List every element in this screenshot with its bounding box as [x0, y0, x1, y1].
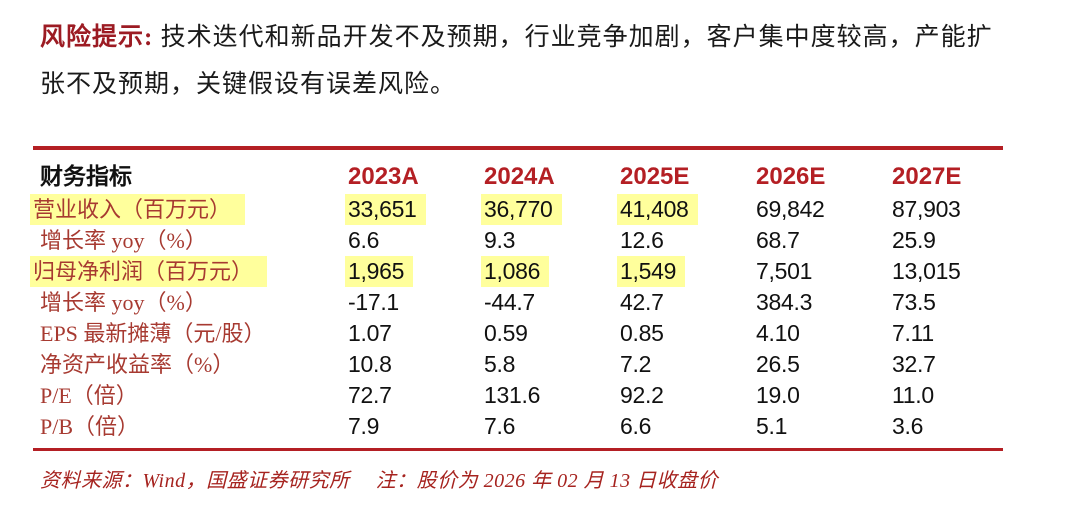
cell-value: 68.7 [756, 227, 800, 253]
cell-value: 41,408 [617, 194, 698, 225]
cell-value: 4.10 [756, 320, 800, 346]
cell-value: 13,015 [892, 258, 961, 284]
cell-value: 7.2 [620, 351, 652, 377]
cell-value: 7.6 [484, 413, 516, 439]
cell-value: 131.6 [484, 382, 541, 408]
cell-value: 7.9 [348, 413, 380, 439]
cell-value: 1,086 [481, 256, 550, 287]
column-header-2026e: 2026E [756, 163, 826, 190]
row-label: 营业收入（百万元） [30, 194, 246, 225]
cell-value: 3.6 [892, 413, 924, 439]
cell-value: 9.3 [484, 227, 516, 253]
cell-value: 12.6 [620, 227, 664, 253]
cell-value: 19.0 [756, 382, 800, 408]
cell-value: 1.07 [348, 320, 392, 346]
table-row-pe: P/E（倍） 72.7 131.6 92.2 19.0 11.0 [33, 380, 1003, 411]
source-note: 资料来源：Wind，国盛证券研究所 注：股价为 2026 年 02 月 13 日收… [40, 464, 1033, 493]
column-header-2023a: 2023A [348, 163, 419, 190]
row-label: P/B（倍） [40, 414, 140, 439]
cell-value: -17.1 [348, 289, 399, 315]
column-header-2025e: 2025E [620, 163, 690, 190]
cell-value: 11.0 [892, 382, 934, 408]
cell-value: 10.8 [348, 351, 392, 377]
row-label: P/E（倍） [40, 383, 138, 408]
cell-value: 26.5 [756, 351, 800, 377]
cell-value: 0.85 [620, 320, 664, 346]
cell-value: 69,842 [756, 196, 825, 222]
cell-value: 33,651 [345, 194, 426, 225]
table-row-revenue: 营业收入（百万元） 33,651 36,770 41,408 69,842 87… [30, 194, 1003, 225]
cell-value: 384.3 [756, 289, 813, 315]
cell-value: 1,549 [617, 256, 686, 287]
price-date-note: 注：股价为 2026 年 02 月 13 日收盘价 [375, 470, 719, 492]
row-label: EPS 最新摊薄（元/股） [40, 321, 266, 346]
cell-value: 92.2 [620, 382, 664, 408]
cell-value: 25.9 [892, 227, 936, 253]
cell-value: -44.7 [484, 289, 535, 315]
cell-value: 6.6 [620, 413, 652, 439]
risk-warning-paragraph: 风险提示: 技术迭代和新品开发不及预期，行业竞争加剧，客户集中度较高，产能扩张不… [40, 14, 995, 108]
cell-value: 72.7 [348, 382, 392, 408]
row-label: 增长率 yoy（%） [40, 228, 207, 253]
cell-value: 32.7 [892, 351, 936, 377]
cell-value: 5.8 [484, 351, 516, 377]
cell-value: 7,501 [756, 258, 813, 284]
cell-value: 42.7 [620, 289, 664, 315]
table-header-metric: 财务指标 [40, 164, 132, 189]
table-row-revenue-growth: 增长率 yoy（%） 6.6 9.3 12.6 68.7 25.9 [33, 225, 1003, 256]
cell-value: 5.1 [756, 413, 788, 439]
data-source-text: 资料来源：Wind，国盛证券研究所 [40, 470, 350, 492]
table-row-pb: P/B（倍） 7.9 7.6 6.6 5.1 3.6 [33, 411, 1003, 442]
row-label: 净资产收益率（%） [40, 352, 235, 377]
cell-value: 0.59 [484, 320, 528, 346]
cell-value: 36,770 [481, 194, 562, 225]
cell-value: 1,965 [345, 256, 414, 287]
cell-value: 7.11 [892, 320, 934, 346]
cell-value: 73.5 [892, 289, 936, 315]
row-label: 归母净利润（百万元） [30, 256, 268, 287]
column-header-2027e: 2027E [892, 163, 962, 190]
table-row-eps: EPS 最新摊薄（元/股） 1.07 0.59 0.85 4.10 7.11 [33, 318, 1003, 349]
risk-warning-text: 技术迭代和新品开发不及预期，行业竞争加剧，客户集中度较高，产能扩张不及预期，关键… [40, 24, 993, 98]
table-row-net-profit: 归母净利润（百万元） 1,965 1,086 1,549 7,501 13,01… [30, 256, 1003, 287]
row-label: 增长率 yoy（%） [40, 290, 207, 315]
risk-warning-label: 风险提示: [40, 24, 154, 51]
cell-value: 87,903 [892, 196, 961, 222]
table-row-roe: 净资产收益率（%） 10.8 5.8 7.2 26.5 32.7 [33, 349, 1003, 380]
table-row-profit-growth: 增长率 yoy（%） -17.1 -44.7 42.7 384.3 73.5 [33, 287, 1003, 318]
financial-metrics-table: 财务指标 2023A 2024A 2025E 2026E 2027E 营业收入（… [30, 146, 1003, 451]
cell-value: 6.6 [348, 227, 380, 253]
column-header-2024a: 2024A [484, 163, 555, 190]
table-header-row: 财务指标 2023A 2024A 2025E 2026E 2027E [33, 160, 1003, 194]
